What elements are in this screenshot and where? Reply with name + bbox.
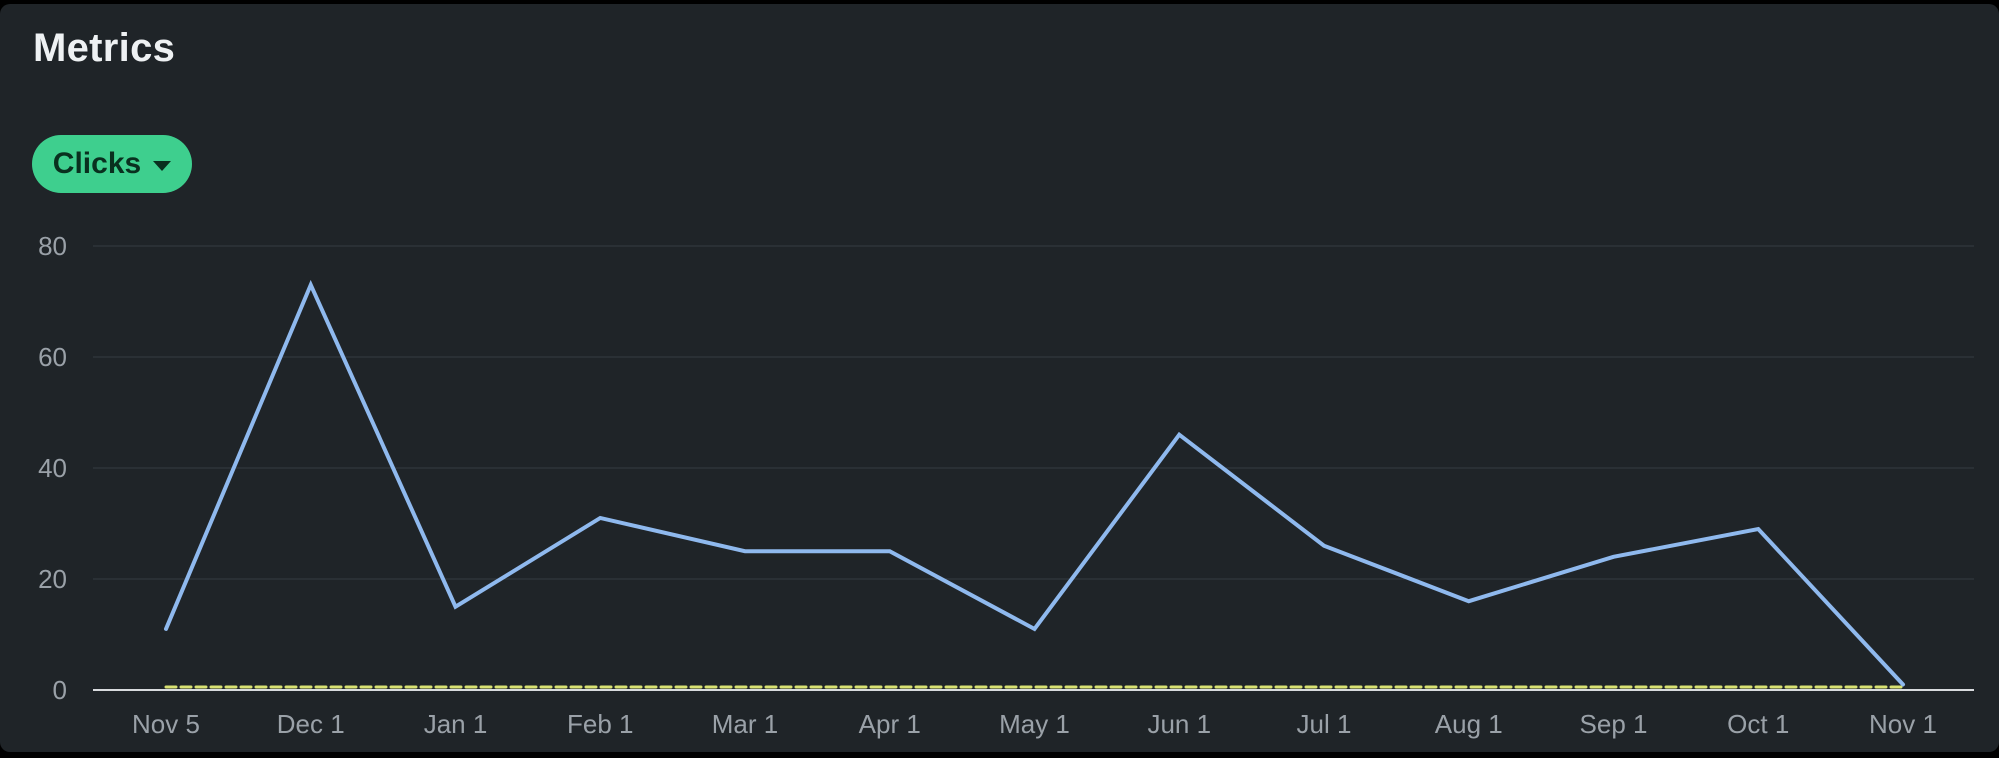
metric-selector-label: Clicks	[52, 147, 142, 180]
metrics-panel: Metrics Clicks	[0, 4, 1999, 752]
metric-selector-button[interactable]: Clicks	[32, 135, 192, 193]
page-title: Metrics	[33, 26, 176, 70]
chevron-down-icon	[153, 160, 172, 171]
